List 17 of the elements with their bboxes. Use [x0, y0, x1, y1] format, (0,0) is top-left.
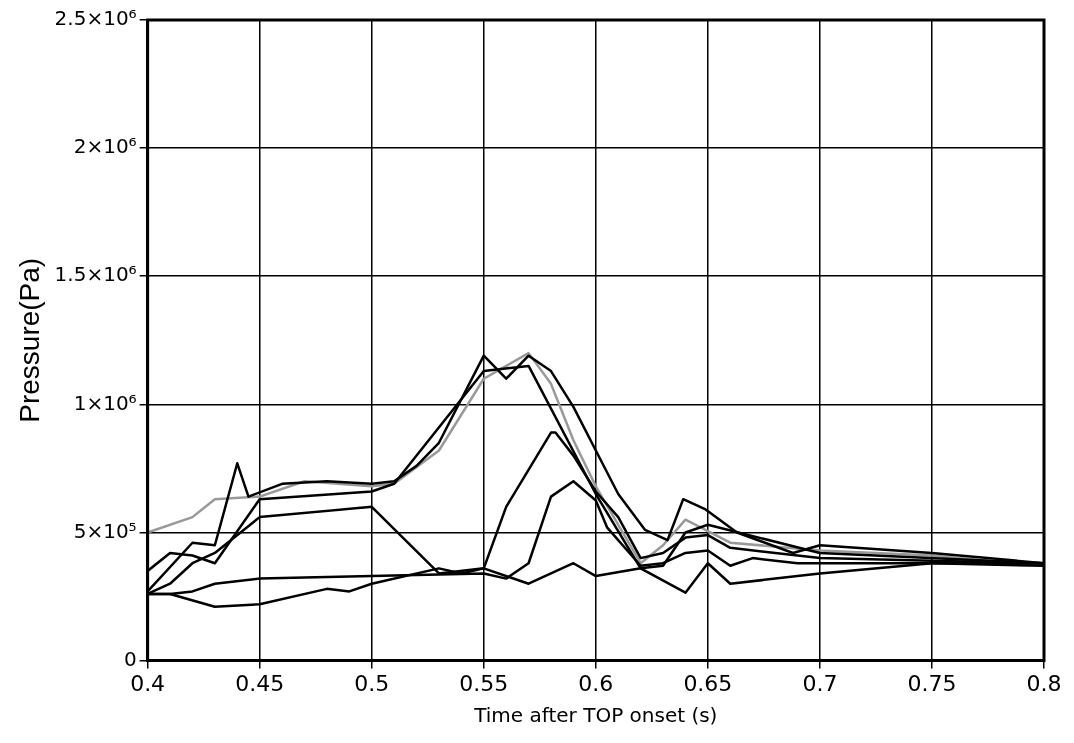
y-tick-label: 0	[123, 646, 137, 671]
x-tick-label: 0.8	[1026, 670, 1062, 696]
y-tick-label: 5×10⁵	[73, 518, 137, 543]
y-tick-label: 1×10⁶	[73, 390, 137, 415]
x-tick-label: 0.7	[802, 670, 838, 696]
x-tick-label: 0.55	[459, 670, 509, 696]
x-tick-label: 0.45	[235, 670, 285, 696]
x-tick-label: 0.6	[578, 670, 614, 696]
x-tick-label: 0.4	[130, 670, 166, 696]
y-tick-label: 2.5×10⁶	[54, 6, 137, 31]
y-tick-label: 2×10⁶	[73, 134, 137, 159]
x-tick-label: 0.5	[354, 670, 390, 696]
y-tick-label: 1.5×10⁶	[54, 262, 137, 287]
x-tick-label: 0.75	[907, 670, 957, 696]
y-axis-title: Pressure(Pa)	[13, 257, 45, 423]
x-axis-title: Time after TOP onset (s)	[473, 703, 718, 728]
x-tick-label: 0.65	[683, 670, 733, 696]
